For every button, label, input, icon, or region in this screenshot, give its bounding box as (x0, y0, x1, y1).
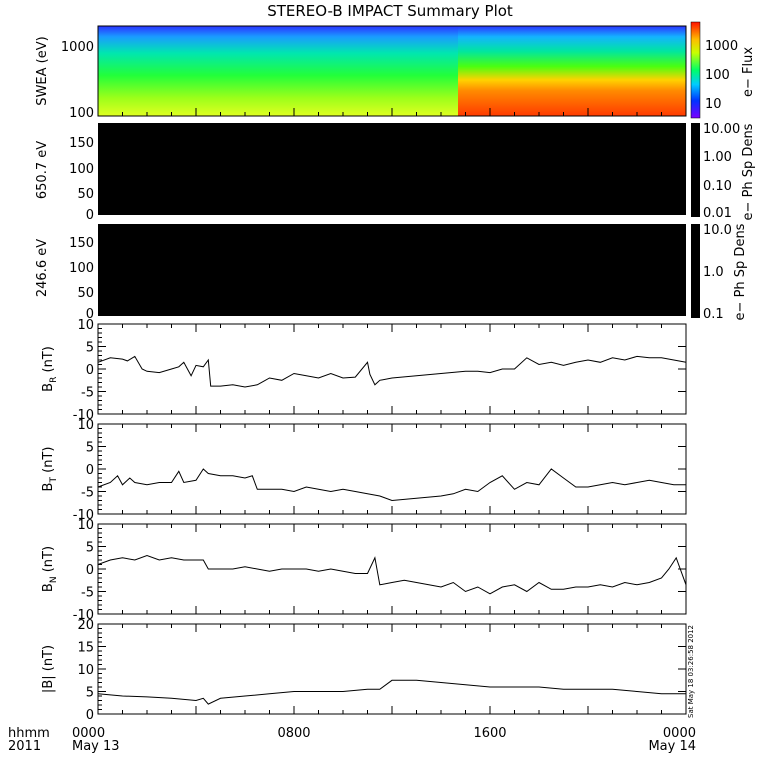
pad-246-panel: 246.6 eV 150 100 50 0 10.0 1.0 0.1 e− Ph… (35, 223, 748, 322)
bmag-panel: 0 5 10 15 20 |B| (nT) (41, 618, 687, 723)
bn-panel: -10 -5 0 5 10 BN (nT) (41, 518, 687, 623)
bt-ytick-label: 0 (86, 463, 94, 478)
bn-ytick-label: -10 (73, 608, 94, 623)
pad-246-ytick-150: 150 (69, 236, 94, 251)
bmag-ytick-label: 5 (86, 686, 94, 701)
br-ytick-label: 5 (86, 341, 94, 356)
pad-246-heatmap (98, 224, 686, 316)
bt-panel: -10 -5 0 5 10 BT (nT) (41, 418, 687, 523)
swea-ylabel: SWEA (eV) (35, 36, 50, 105)
pad-246-ylabel: 246.6 eV (35, 239, 50, 297)
br-frame (97, 323, 687, 415)
bmag-series-line (97, 679, 686, 705)
pad-650-ytick-50: 50 (77, 187, 94, 202)
pad-650-cbar-tick-1: 1.00 (703, 150, 732, 165)
swea-panel: SWEA (eV) 1000 100 1000 100 10 e− Flux (35, 21, 756, 121)
bt-ytick-label: 10 (77, 418, 94, 433)
bn-ytick-label: 0 (86, 563, 94, 578)
br-panel: -10 -5 0 5 10 BR (nT) (41, 318, 687, 423)
bmag-frame (97, 623, 687, 715)
pad-650-cbar-tick-10: 10.00 (703, 122, 740, 137)
bn-ytick-label: 10 (77, 518, 94, 533)
pad-650-ylabel: 650.7 eV (35, 141, 50, 199)
pad-650-colorbar (691, 123, 700, 217)
pad-650-cbar-label: e− Ph Sp Dens (741, 123, 756, 220)
pad-246-cbar-tick-1: 1.0 (703, 265, 724, 280)
pad-246-ytick-50: 50 (77, 286, 94, 301)
pad-246-ytick-0: 0 (86, 307, 94, 322)
pad-246-cbar-tick-01: 0.1 (703, 307, 724, 322)
bn-series-line (97, 554, 687, 595)
pad-650-ytick-100: 100 (69, 162, 94, 177)
swea-heatmap-post (458, 26, 686, 116)
bt-ytick-label: -5 (81, 486, 94, 501)
pad-650-cbar-tick-01: 0.10 (703, 179, 732, 194)
swea-ytick-1000: 1000 (61, 40, 94, 55)
bt-series-line (97, 468, 686, 502)
bn-frame (97, 523, 687, 615)
br-ytick-label: -10 (73, 408, 94, 423)
swea-heatmap-pre (98, 26, 458, 116)
bt-ytick-label: -10 (73, 508, 94, 523)
br-series-line (97, 355, 687, 388)
bmag-ytick-label: 15 (77, 641, 94, 656)
pad-650-heatmap (98, 123, 686, 215)
swea-cbar-label: e− Flux (741, 47, 756, 97)
time-tick-label: 1600 (473, 726, 506, 741)
time-tick-label: 0000 (72, 726, 105, 741)
pad-650-ytick-0: 0 (86, 208, 94, 223)
pad-246-ytick-100: 100 (69, 261, 94, 276)
plot-title: STEREO-B IMPACT Summary Plot (267, 2, 513, 20)
time-axis-row-label-1: hhmm (8, 726, 50, 741)
bt-ylabel: BT (nT) (41, 447, 59, 492)
swea-ytick-100: 100 (69, 106, 94, 121)
pad-650-ytick-150: 150 (69, 136, 94, 151)
bmag-ytick-label: 20 (77, 618, 94, 633)
time-tick-label: 0000 (663, 726, 696, 741)
bt-ytick-label: 5 (86, 441, 94, 456)
generation-stamp: Sat May 18 03:26:58 2012 (687, 625, 695, 718)
pad-650-panel: 650.7 eV 150 100 50 0 10.00 1.00 0.10 0.… (35, 122, 756, 223)
swea-colorbar (690, 21, 701, 119)
time-tick-date: May 14 (648, 739, 696, 754)
br-ylabel: BR (nT) (41, 346, 59, 392)
swea-cbar-tick-10: 10 (705, 97, 722, 112)
br-ytick-label: -5 (81, 386, 94, 401)
bn-ytick-label: 5 (86, 541, 94, 556)
magnetic-field-panels: -10 -5 0 5 10 BR (nT) -10 -5 0 5 10 BT (nT) -10 -5 0 5 1… (41, 318, 687, 723)
bmag-ylabel: |B| (nT) (41, 645, 56, 693)
time-axis-row-label-2: 2011 (8, 739, 41, 754)
time-tick-label: 0800 (277, 726, 310, 741)
bn-ytick-label: -5 (81, 586, 94, 601)
swea-cbar-tick-1000: 1000 (705, 39, 738, 54)
pad-246-cbar-tick-10: 10.0 (703, 223, 732, 238)
bmag-ytick-label: 10 (77, 663, 94, 678)
pad-246-colorbar (691, 224, 700, 318)
pad-650-cbar-tick-001: 0.01 (703, 206, 732, 221)
time-tick-date: May 13 (72, 739, 120, 754)
bmag-ytick-label: 0 (86, 708, 94, 723)
br-ytick-label: 10 (77, 318, 94, 333)
bn-ylabel: BN (nT) (41, 546, 59, 592)
pad-246-cbar-label: e− Ph Sp Dens (733, 223, 748, 320)
swea-cbar-tick-100: 100 (705, 68, 730, 83)
br-ytick-label: 0 (86, 363, 94, 378)
